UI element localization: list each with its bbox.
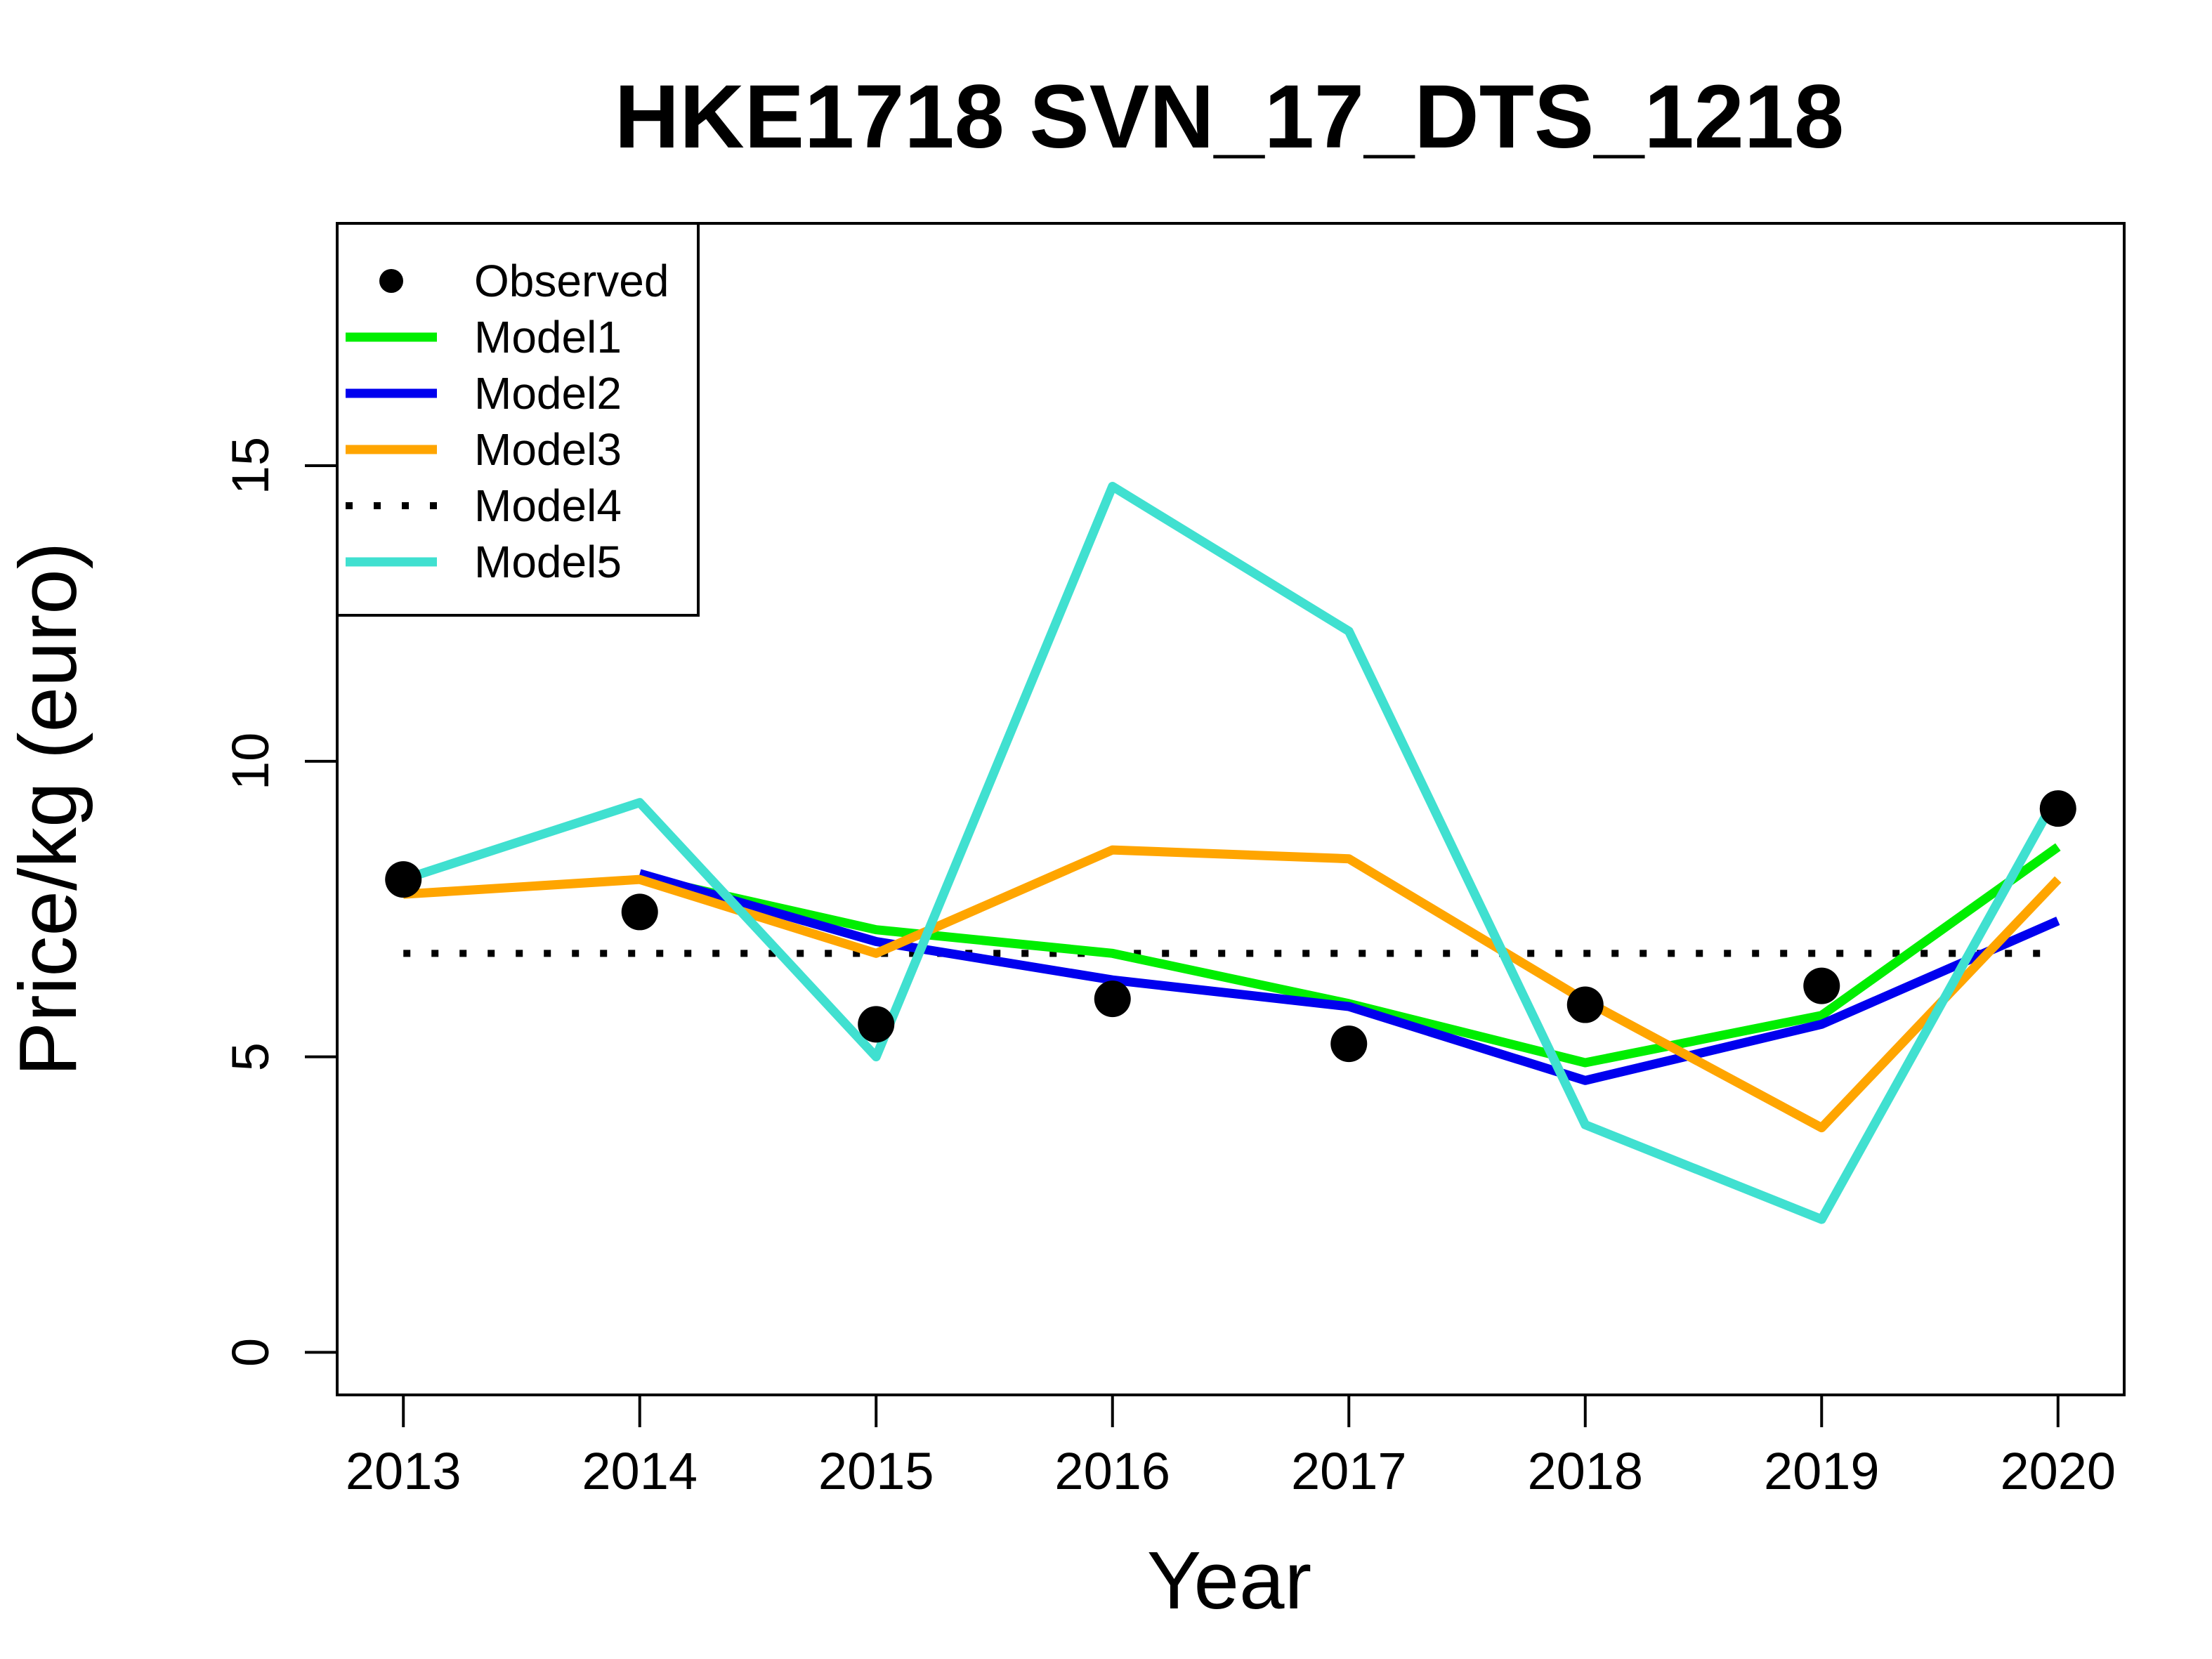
y-tick-label: 0 — [221, 1338, 280, 1367]
legend-label-model4: Model4 — [474, 480, 622, 531]
legend-label-observed: Observed — [474, 256, 669, 306]
y-tick-label: 15 — [221, 437, 280, 494]
observed-point — [621, 893, 658, 931]
observed-point — [1566, 986, 1604, 1023]
observed-point — [1094, 981, 1131, 1018]
observed-point — [2039, 790, 2076, 827]
legend-label-model2: Model2 — [474, 368, 622, 419]
legend-label-model3: Model3 — [474, 424, 622, 475]
y-tick-label: 10 — [221, 733, 280, 790]
x-tick-label: 2018 — [1527, 1442, 1643, 1500]
plot-series — [385, 482, 2076, 1224]
x-tick-label: 2016 — [1054, 1442, 1170, 1500]
x-axis-title: Year — [1147, 1535, 1311, 1626]
legend-label-model1: Model1 — [474, 312, 622, 362]
legend-label-model5: Model5 — [474, 537, 622, 587]
y-axis: 0 5 10 15 — [221, 437, 339, 1367]
series-line-model5 — [402, 482, 2062, 1224]
x-tick-label: 2015 — [818, 1442, 934, 1500]
series-line-model2 — [638, 869, 2060, 1085]
x-tick-label: 2013 — [346, 1442, 462, 1500]
x-tick-label: 2014 — [582, 1442, 698, 1500]
series-line-model3 — [403, 845, 2062, 1133]
x-axis: 2013 2014 2015 2016 2017 2018 2019 2020 — [346, 1394, 2116, 1500]
chart-title: HKE1718 SVN_17_DTS_1218 — [615, 67, 1844, 167]
observed-point — [385, 861, 422, 898]
x-tick-label: 2017 — [1291, 1442, 1407, 1500]
x-tick-label: 2019 — [1764, 1442, 1880, 1500]
observed-point — [1803, 967, 1840, 1004]
y-axis-title: Price/kg (euro) — [2, 542, 93, 1077]
x-tick-label: 2020 — [2000, 1442, 2116, 1500]
observed-point — [1330, 1025, 1368, 1063]
observed-point — [858, 1006, 895, 1043]
y-tick-label: 5 — [221, 1042, 280, 1071]
legend-key-observed — [379, 269, 403, 293]
